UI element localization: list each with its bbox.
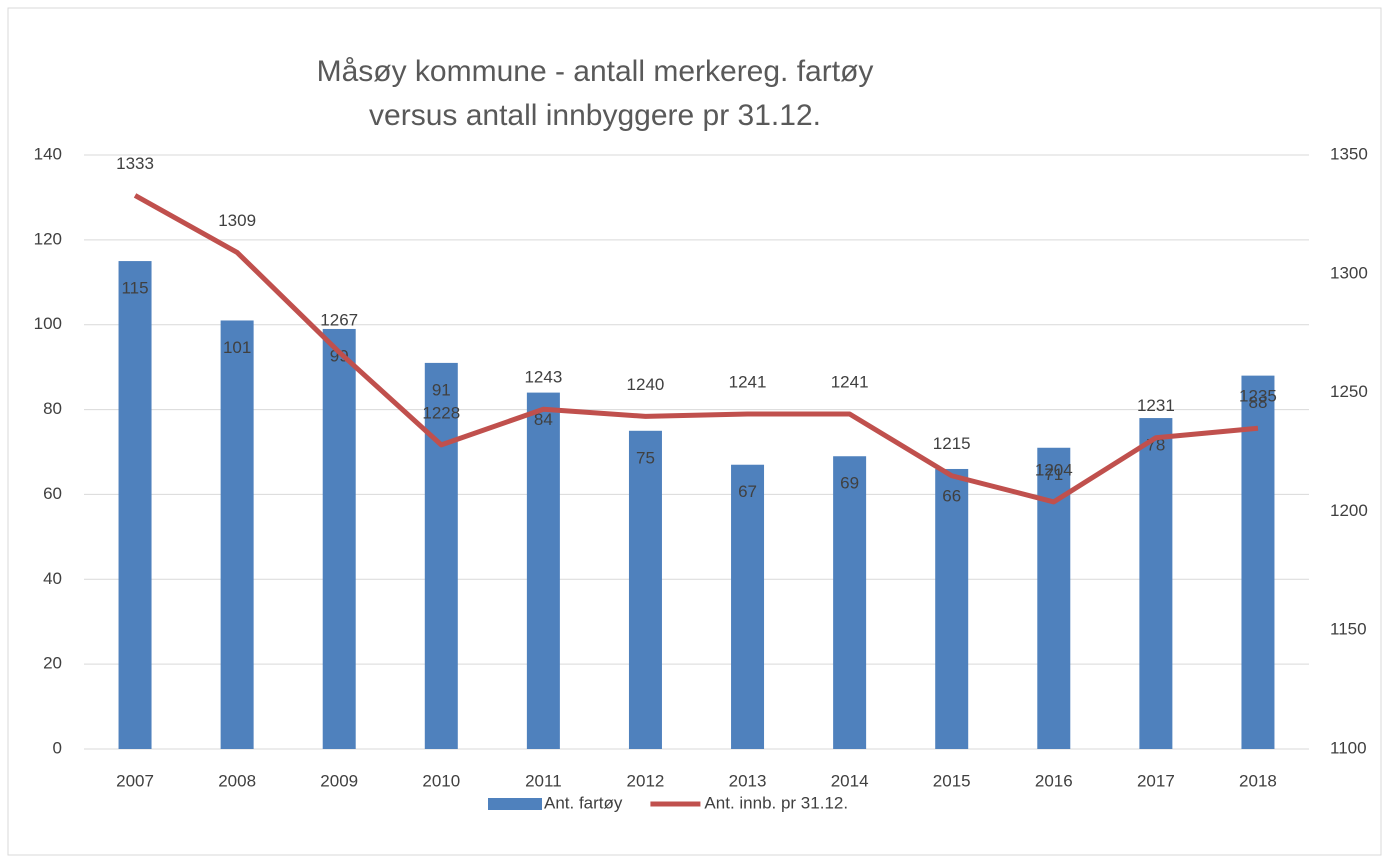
bar <box>731 464 765 749</box>
bar-data-label: 101 <box>223 338 251 357</box>
y-tick-label: 120 <box>34 229 62 248</box>
bar <box>424 362 458 749</box>
y-tick-label: 60 <box>43 484 62 503</box>
x-tick-label: 2013 <box>729 771 767 790</box>
y-tick-label: 140 <box>34 144 62 163</box>
line-data-label: 1241 <box>729 372 767 391</box>
line-data-label: 1204 <box>1035 460 1073 479</box>
y2-tick-label: 1250 <box>1330 382 1368 401</box>
y-tick-label: 0 <box>53 738 62 757</box>
x-tick-label: 2009 <box>320 771 358 790</box>
line-data-label: 1215 <box>933 434 971 453</box>
legend-label: Ant. fartøy <box>544 793 623 812</box>
chart-title: versus antall innbyggere pr 31.12. <box>369 99 821 132</box>
legend-swatch <box>488 798 542 810</box>
x-tick-label: 2008 <box>218 771 256 790</box>
bar-data-label: 75 <box>636 448 655 467</box>
bar-data-label: 115 <box>121 279 148 298</box>
bar <box>322 328 356 749</box>
y-tick-label: 100 <box>34 314 62 333</box>
x-tick-label: 2016 <box>1035 771 1073 790</box>
bar-data-label: 88 <box>1248 393 1267 412</box>
bar-data-label: 99 <box>330 346 349 365</box>
line-data-label: 1333 <box>116 154 154 173</box>
x-tick-label: 2018 <box>1239 771 1277 790</box>
line <box>133 193 1259 505</box>
x-tick-label: 2015 <box>933 771 971 790</box>
y2-tick-label: 1300 <box>1330 263 1368 282</box>
line-data-label: 1240 <box>627 375 665 394</box>
line-data-label: 1231 <box>1137 396 1175 415</box>
line-data-label: 1235 <box>1239 387 1277 406</box>
bar <box>526 392 560 749</box>
line-data-label: 1243 <box>524 368 562 387</box>
bar-data-label: 69 <box>840 474 859 493</box>
y-tick-label: 80 <box>43 399 62 418</box>
line-data-label: 1267 <box>320 311 358 330</box>
legend-label: Ant. innb. pr 31.12. <box>704 793 848 812</box>
y2-tick-label: 1150 <box>1330 620 1367 639</box>
bar <box>628 430 662 749</box>
y2-tick-label: 1350 <box>1330 144 1368 163</box>
bar <box>935 468 969 749</box>
bar <box>1139 418 1173 749</box>
bar-data-label: 71 <box>1044 465 1063 484</box>
bar-data-label: 84 <box>534 410 553 429</box>
bar <box>220 320 254 749</box>
chart-title: Måsøy kommune - antall merkereg. fartøy <box>317 55 874 88</box>
bar <box>1241 375 1275 749</box>
y2-tick-label: 1100 <box>1330 738 1367 757</box>
y2-tick-label: 1200 <box>1330 501 1368 520</box>
bar-data-label: 66 <box>942 486 961 505</box>
bar <box>118 261 152 749</box>
line-data-label: 1309 <box>218 211 256 230</box>
chart-frame <box>7 7 1382 856</box>
x-tick-label: 2011 <box>525 771 562 790</box>
bar <box>833 456 867 749</box>
bar-data-label: 67 <box>738 482 757 501</box>
line-data-label: 1241 <box>831 372 869 391</box>
line-data-label: 1228 <box>422 403 460 422</box>
x-tick-label: 2017 <box>1137 771 1175 790</box>
y-tick-label: 40 <box>43 569 62 588</box>
x-tick-label: 2010 <box>422 771 460 790</box>
y-tick-label: 20 <box>43 654 62 673</box>
x-tick-label: 2012 <box>627 771 665 790</box>
bar-data-label: 91 <box>432 380 451 399</box>
x-tick-label: 2014 <box>831 771 869 790</box>
x-tick-label: 2007 <box>116 771 154 790</box>
